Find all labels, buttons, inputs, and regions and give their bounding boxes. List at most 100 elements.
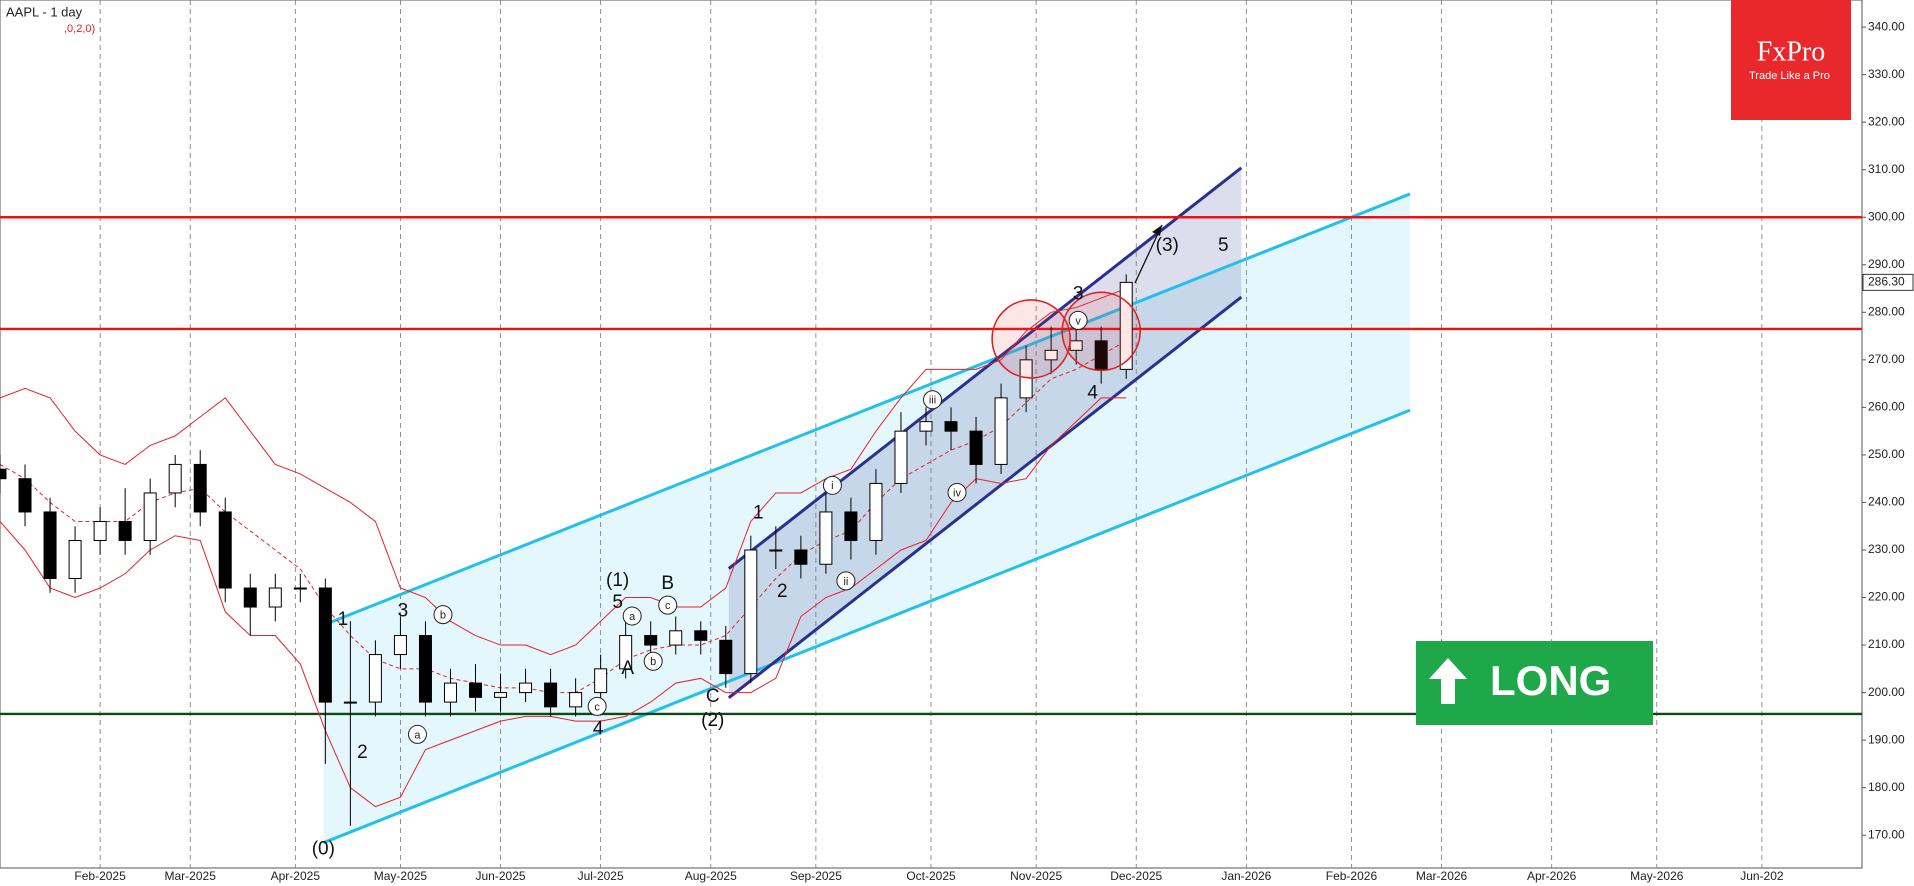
- wave-circle: [658, 595, 678, 615]
- candle-body: [894, 430, 908, 484]
- x-tick-label: Jun-202: [1740, 869, 1784, 883]
- candle-body: [619, 635, 633, 670]
- channel-line: [727, 166, 1243, 570]
- wave-circle-label: c: [594, 701, 600, 713]
- wave-circle: [923, 390, 943, 410]
- wave-label: 4: [1087, 383, 1098, 404]
- candle-body: [268, 587, 282, 608]
- y-tick-label: 340.00: [1868, 19, 1905, 33]
- logo-box: [1731, 0, 1851, 120]
- wave-circle-label: iv: [953, 487, 961, 499]
- candle-body: [944, 421, 958, 432]
- candle-body: [293, 587, 307, 590]
- wave-circle-label: a: [629, 611, 636, 623]
- wave-circle: [1068, 310, 1088, 330]
- y-tick-label: 190.00: [1868, 732, 1905, 746]
- candle-body: [443, 682, 457, 703]
- candle-body: [969, 430, 983, 465]
- bollinger-middle: [0, 340, 1127, 694]
- wave-circle-label: a: [414, 729, 421, 741]
- wave-circle: [622, 606, 642, 626]
- y-tick-label: 240.00: [1868, 495, 1905, 509]
- signal-label: LONG: [1490, 657, 1611, 704]
- chart-title: AAPL - 1 day: [6, 4, 83, 19]
- candle-body: [343, 701, 357, 704]
- x-tick-label: Feb-2025: [74, 869, 126, 883]
- wave-label: C: [706, 686, 720, 707]
- last-price-label: 286.30: [1868, 275, 1905, 289]
- candle-body: [844, 511, 858, 541]
- x-tick-label: Mar-2026: [1416, 869, 1468, 883]
- bollinger-upper: [0, 288, 1127, 656]
- y-tick-label: 220.00: [1868, 590, 1905, 604]
- channel-fill: [728, 167, 1242, 698]
- wave-circle: [433, 605, 453, 625]
- wave-circle: [947, 482, 967, 502]
- y-tick-label: 210.00: [1868, 637, 1905, 651]
- wave-circle: [822, 475, 842, 495]
- x-tick-label: Dec-2025: [1110, 869, 1162, 883]
- y-tick-label: 230.00: [1868, 542, 1905, 556]
- candle-body: [644, 635, 658, 646]
- candle-body: [819, 511, 833, 565]
- y-tick-label: 260.00: [1868, 400, 1905, 414]
- logo-name: FxPro: [1757, 36, 1825, 67]
- wave-circle: [407, 724, 427, 744]
- x-tick-label: Jan-2026: [1221, 869, 1271, 883]
- x-tick-label: Jun-2025: [476, 869, 526, 883]
- wave-label: 2: [357, 742, 368, 763]
- wave-label: 2: [777, 581, 788, 602]
- candle-body: [544, 682, 558, 708]
- candle-body: [118, 520, 132, 541]
- candle-body: [93, 520, 107, 541]
- x-tick-label: Jul-2025: [578, 869, 624, 883]
- candle-body: [368, 654, 382, 703]
- candle-body: [494, 692, 508, 698]
- y-tick-label: 200.00: [1868, 685, 1905, 699]
- y-tick-label: 300.00: [1868, 209, 1905, 223]
- y-tick-label: 330.00: [1868, 67, 1905, 81]
- candle-body: [744, 549, 758, 675]
- candle-body: [719, 639, 733, 675]
- x-tick-label: Aug-2025: [685, 869, 737, 883]
- candle-body: [68, 539, 82, 580]
- wave-circle-label: v: [1075, 315, 1081, 327]
- chart-subtitle: ,0,2,0): [64, 23, 95, 35]
- wave-circle: [587, 696, 607, 716]
- wave-circle: [836, 571, 856, 591]
- wave-label: A: [621, 658, 634, 679]
- highlight-circle: [991, 299, 1071, 379]
- wave-label: (0): [312, 838, 335, 859]
- x-tick-label: Oct-2025: [906, 869, 956, 883]
- candle-body: [469, 682, 483, 698]
- candle-body: [218, 511, 232, 589]
- candle-body: [1094, 340, 1108, 370]
- candle-body: [794, 549, 808, 565]
- logo-tagline: Trade Like a Pro: [1749, 70, 1830, 82]
- x-tick-label: May-2025: [374, 869, 428, 883]
- candle-body: [769, 549, 783, 552]
- signal-badge: [1416, 641, 1653, 725]
- x-tick-label: Feb-2026: [1326, 869, 1378, 883]
- candle-body: [869, 482, 883, 541]
- channel-line: [322, 408, 1411, 845]
- candle-body: [193, 463, 207, 513]
- x-tick-label: Nov-2025: [1010, 869, 1062, 883]
- wave-label: 1: [753, 502, 764, 523]
- channel-line: [727, 295, 1243, 700]
- x-tick-label: Mar-2025: [165, 869, 217, 883]
- y-tick-label: 250.00: [1868, 447, 1905, 461]
- x-tick-label: Sep-2025: [790, 869, 842, 883]
- candle-body: [594, 668, 608, 694]
- wave-label: (1): [606, 570, 629, 591]
- wave-circle-label: b: [440, 610, 446, 622]
- candle-body: [0, 468, 7, 480]
- x-tick-label: May-2026: [1630, 869, 1684, 883]
- bollinger-lower: [0, 397, 1127, 808]
- candle-body: [569, 692, 583, 708]
- x-tick-label: Apr-2025: [271, 869, 321, 883]
- candle-body: [43, 511, 57, 580]
- wave-circle-label: i: [831, 480, 833, 492]
